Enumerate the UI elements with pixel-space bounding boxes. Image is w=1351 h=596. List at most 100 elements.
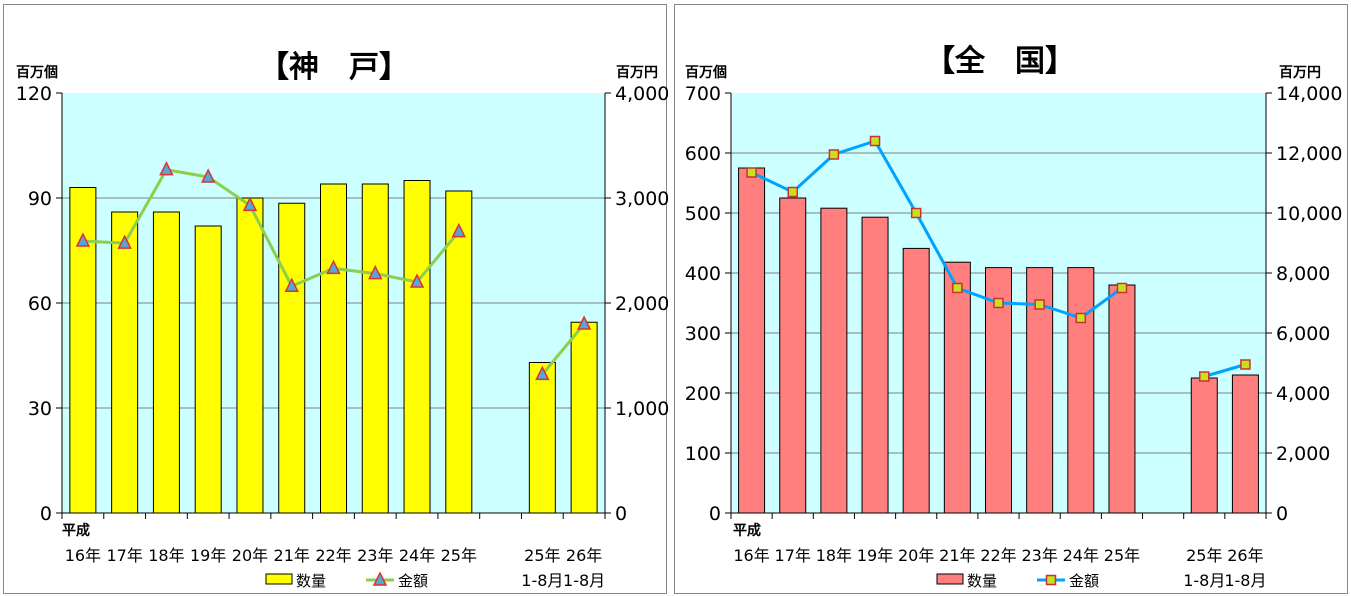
right-tick-label: 8,000 bbox=[1276, 263, 1330, 285]
kobe-chart-panel: 【神 戸】 百万個 百万円 0 30 60 90 120 0 1,000 2,000 3,000 4,0… bbox=[3, 4, 668, 594]
left-tick-label: 100 bbox=[685, 443, 721, 465]
x-tick-label: 20年 bbox=[898, 546, 934, 565]
bar-zenkoku-1 bbox=[779, 197, 807, 514]
left-tick-label: 500 bbox=[685, 203, 721, 225]
left-axis-unit-label: 百万個 bbox=[685, 64, 727, 81]
x-tick-label: 17年 bbox=[106, 546, 142, 565]
line-segment-0 bbox=[82, 167, 460, 289]
line-marker-1 bbox=[787, 186, 798, 198]
right-tick-label: 3,000 bbox=[615, 188, 668, 210]
left-axis-unit-label: 百万個 bbox=[16, 64, 58, 81]
chart-title: 【全 国】 bbox=[925, 44, 1075, 79]
kobe-chart: 【神 戸】 百万個 百万円 0 30 60 90 120 0 1,000 2,000 3,000 4,0… bbox=[16, 50, 668, 590]
bar-zenkoku-9 bbox=[1108, 284, 1136, 514]
line-marker-1 bbox=[117, 234, 132, 249]
era-label: 平成 bbox=[733, 522, 761, 539]
line-marker-9 bbox=[451, 222, 467, 238]
bar-zenkoku-5 bbox=[943, 261, 971, 514]
line-marker-3 bbox=[200, 168, 216, 183]
right-tick-label: 12,000 bbox=[1276, 143, 1342, 165]
bar-kobe-4 bbox=[236, 197, 264, 514]
x-tick-label: 26年 bbox=[566, 546, 602, 565]
line-marker-8 bbox=[409, 273, 425, 288]
right-tick-label: 2,000 bbox=[615, 293, 668, 315]
x-tick-sublabel: 1-8月 bbox=[563, 571, 605, 590]
x-tick-label: 19年 bbox=[190, 546, 226, 565]
x-tick-sublabel: 1-8月 bbox=[1224, 571, 1266, 590]
x-tick-label: 23年 bbox=[1021, 546, 1057, 565]
right-tick-label: 2,000 bbox=[1276, 443, 1330, 465]
left-tick-label: 200 bbox=[685, 383, 721, 405]
line-marker-0 bbox=[746, 167, 757, 178]
line-marker-3 bbox=[869, 135, 881, 147]
legend-line-marker bbox=[372, 571, 388, 586]
x-tick-label: 21年 bbox=[939, 546, 975, 565]
x-tick-label: 25年 bbox=[1104, 546, 1140, 565]
right-tick-label: 4,000 bbox=[1276, 383, 1330, 405]
left-tick-label: 30 bbox=[28, 398, 52, 420]
legend-bar-swatch bbox=[936, 573, 964, 585]
line-marker-5 bbox=[284, 277, 299, 292]
bar-zenkoku-11 bbox=[1190, 377, 1218, 514]
bar-zenkoku-12 bbox=[1231, 374, 1259, 514]
right-axis-unit-label: 百万円 bbox=[1279, 65, 1321, 81]
bar-zenkoku-4 bbox=[902, 247, 930, 514]
line-segment-1 bbox=[541, 323, 586, 376]
bar-zenkoku-0 bbox=[738, 167, 766, 514]
line-marker-12 bbox=[576, 315, 592, 330]
line-marker-2 bbox=[159, 160, 174, 176]
line-marker-7 bbox=[1034, 299, 1045, 310]
x-tick-label: 17年 bbox=[775, 546, 811, 565]
x-tick-label: 24年 bbox=[399, 546, 435, 565]
x-tick-label: 26年 bbox=[1227, 546, 1263, 565]
bar-kobe-7 bbox=[361, 183, 389, 514]
right-tick-label: 1,000 bbox=[615, 398, 668, 420]
x-tick-label: 23年 bbox=[357, 546, 393, 565]
line-marker-2 bbox=[828, 149, 840, 160]
line-marker-7 bbox=[368, 264, 383, 280]
left-tick-label: 0 bbox=[709, 503, 721, 525]
legend-line-label: 金額 bbox=[398, 572, 428, 590]
bar-kobe-9 bbox=[445, 190, 473, 514]
bar-zenkoku-3 bbox=[861, 216, 889, 514]
line-marker-6 bbox=[326, 259, 341, 275]
x-tick-label: 16年 bbox=[65, 546, 101, 565]
era-label: 平成 bbox=[62, 522, 90, 539]
line-marker-0 bbox=[75, 232, 91, 247]
x-tick-label: 19年 bbox=[857, 546, 893, 565]
left-tick-label: 60 bbox=[28, 293, 52, 315]
line-segment-1 bbox=[1203, 363, 1246, 378]
zenkoku-chart: 【全 国】百万個 百万円 0 100 200 300 400 500 600 700 0 2,000 4… bbox=[685, 44, 1343, 590]
x-tick-label: 22年 bbox=[980, 546, 1016, 565]
line-marker-4 bbox=[242, 196, 258, 212]
line-marker-9 bbox=[1116, 282, 1128, 294]
x-tick-label: 18年 bbox=[148, 546, 184, 565]
x-tick-label: 24年 bbox=[1063, 546, 1099, 565]
line-marker-11 bbox=[535, 365, 550, 381]
bar-kobe-8 bbox=[403, 180, 431, 514]
x-tick-label: 25年 bbox=[441, 546, 477, 565]
bar-zenkoku-8 bbox=[1067, 267, 1095, 514]
left-tick-label: 120 bbox=[16, 83, 52, 105]
left-tick-label: 400 bbox=[685, 263, 721, 285]
bar-kobe-2 bbox=[152, 211, 180, 514]
left-tick-label: 0 bbox=[40, 503, 52, 525]
bar-kobe-5 bbox=[278, 202, 306, 514]
x-tick-label: 21年 bbox=[274, 546, 310, 565]
bar-kobe-11 bbox=[528, 362, 556, 514]
line-segment-0 bbox=[750, 139, 1123, 320]
legend-line-marker bbox=[1045, 574, 1057, 586]
legend-bar-label: 数量 bbox=[296, 572, 326, 590]
line-marker-11 bbox=[1199, 371, 1210, 382]
line-marker-8 bbox=[1075, 312, 1087, 324]
left-tick-label: 600 bbox=[685, 143, 721, 165]
x-tick-label: 18年 bbox=[816, 546, 852, 565]
right-tick-label: 10,000 bbox=[1276, 203, 1342, 225]
left-tick-label: 700 bbox=[685, 83, 721, 105]
left-tick-label: 90 bbox=[28, 188, 52, 210]
legend-line-label: 金額 bbox=[1069, 572, 1099, 590]
bar-zenkoku-6 bbox=[985, 267, 1012, 514]
line-marker-5 bbox=[952, 282, 963, 294]
left-tick-label: 300 bbox=[685, 323, 721, 345]
zenkoku-chart-panel: 【全 国】 百万個 百万円 0 100 200 300 400 500 600 700 0 2,000 4… bbox=[674, 4, 1348, 594]
